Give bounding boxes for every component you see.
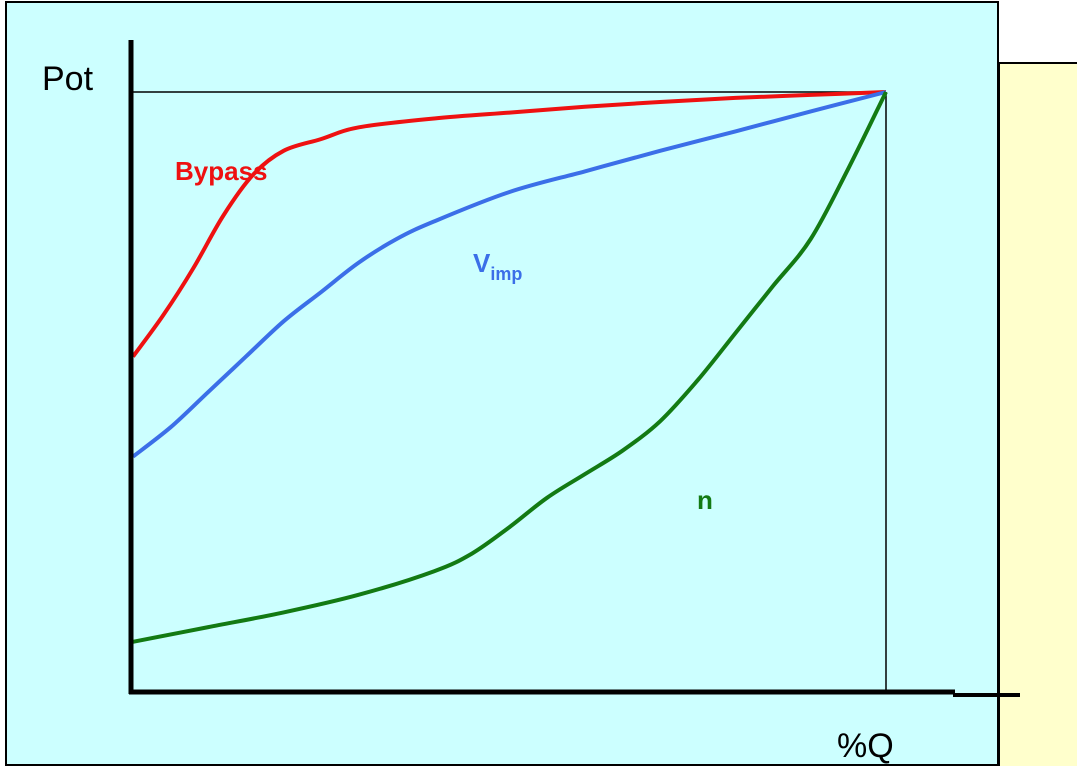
series-label-vimp: Vimp (473, 248, 522, 284)
series-label-main: V (473, 248, 491, 278)
y-axis-title: Pot (42, 60, 94, 98)
chart-panel (5, 1, 999, 766)
series-label-main: Bypass (175, 156, 268, 186)
label-layer: Bypass Vimp n (175, 156, 713, 515)
series-layer (131, 90, 888, 644)
series-line-vimp (131, 90, 887, 459)
series-line-n (132, 91, 888, 644)
series-label-n: n (697, 485, 713, 515)
series-label-bypass: Bypass (175, 156, 268, 186)
series-label-main: n (697, 485, 713, 515)
series-label-subscript: imp (490, 264, 522, 284)
background-panel-yellow (998, 62, 1077, 766)
x-axis-title: %Q (837, 727, 894, 765)
series-line-bypass (131, 90, 887, 358)
